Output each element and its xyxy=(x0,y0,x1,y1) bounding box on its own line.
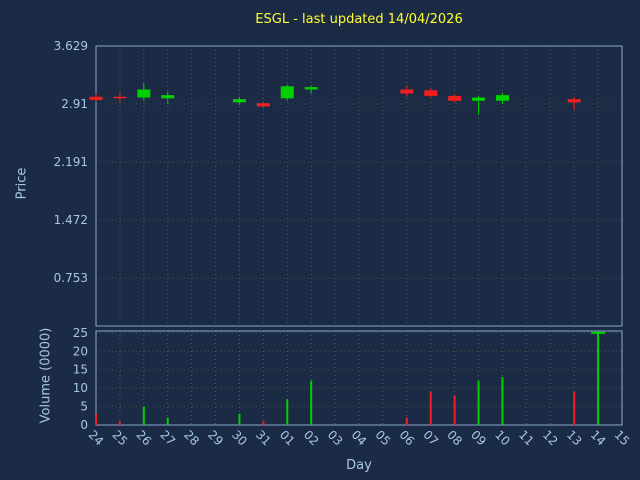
day-tick-label: 13 xyxy=(564,428,585,449)
volume-bar xyxy=(477,380,480,425)
volume-bar xyxy=(453,395,456,425)
day-tick-label: 04 xyxy=(349,428,370,449)
day-tick-label: 14 xyxy=(588,428,609,449)
volume-tick-label: 25 xyxy=(73,326,88,340)
volume-bar xyxy=(501,377,504,425)
day-tick-label: 28 xyxy=(181,428,202,449)
price-tick-label: 3.629 xyxy=(54,39,88,53)
price-tick-label: 1.472 xyxy=(54,213,88,227)
day-tick-label: 30 xyxy=(229,428,250,449)
volume-bar xyxy=(597,332,600,425)
day-tick-label: 31 xyxy=(253,428,274,449)
volume-bar xyxy=(573,391,576,425)
volume-plot-frame xyxy=(95,330,623,426)
volume-tick-label: 5 xyxy=(80,400,88,414)
candle-body xyxy=(280,86,294,99)
volume-tick-label: 10 xyxy=(73,381,88,395)
volume-bar xyxy=(95,413,97,425)
day-tick-label: 12 xyxy=(540,428,561,449)
candle-body xyxy=(567,99,581,103)
candle-body xyxy=(472,97,486,101)
candle-body xyxy=(448,95,462,101)
day-tick-label: 25 xyxy=(110,428,131,449)
day-axis-label: Day xyxy=(346,458,372,473)
day-tick-label: 11 xyxy=(516,428,537,449)
volume-bar xyxy=(238,413,241,425)
day-tick-label: 08 xyxy=(444,428,465,449)
volume-bar xyxy=(166,417,169,425)
candle-body xyxy=(304,87,318,90)
day-tick-label: 05 xyxy=(373,428,394,449)
candle-body xyxy=(232,99,246,103)
volume-bar xyxy=(429,391,432,425)
volume-tick-label: 0 xyxy=(80,418,88,432)
candle-body xyxy=(256,103,270,107)
candle-body xyxy=(400,89,414,94)
candle-body xyxy=(89,96,103,100)
candle-body xyxy=(113,96,127,99)
volume-bar xyxy=(310,380,313,425)
candle-body xyxy=(137,89,151,98)
day-tick-label: 07 xyxy=(420,428,441,449)
day-tick-label: 24 xyxy=(86,428,107,449)
candle-body xyxy=(424,90,438,96)
volume-bar xyxy=(405,417,408,425)
day-tick-label: 26 xyxy=(133,428,154,449)
day-tick-label: 06 xyxy=(396,428,417,449)
day-tick-label: 09 xyxy=(468,428,489,449)
day-tick-label: 15 xyxy=(612,428,633,449)
volume-bar xyxy=(142,406,145,425)
price-tick-label: 2.191 xyxy=(54,155,88,169)
volume-bar-cap xyxy=(591,331,606,334)
volume-bar xyxy=(118,421,121,425)
day-tick-label: 27 xyxy=(157,428,178,449)
volume-bar xyxy=(286,399,289,425)
candle-body xyxy=(495,95,509,101)
price-tick-label: 0.753 xyxy=(54,271,88,285)
price-plot-frame xyxy=(95,45,623,327)
day-tick-label: 29 xyxy=(205,428,226,449)
volume-tick-label: 15 xyxy=(73,363,88,377)
day-tick-label: 01 xyxy=(277,428,298,449)
day-tick-label: 03 xyxy=(325,428,346,449)
volume-bar xyxy=(262,421,265,425)
chart-title: ESGL - last updated 14/04/2026 xyxy=(255,12,463,27)
volume-tick-label: 20 xyxy=(73,344,88,358)
price-tick-label: 2.91 xyxy=(61,97,88,111)
day-tick-label: 02 xyxy=(301,428,322,449)
candle-body xyxy=(161,95,175,99)
day-tick-label: 10 xyxy=(492,428,513,449)
